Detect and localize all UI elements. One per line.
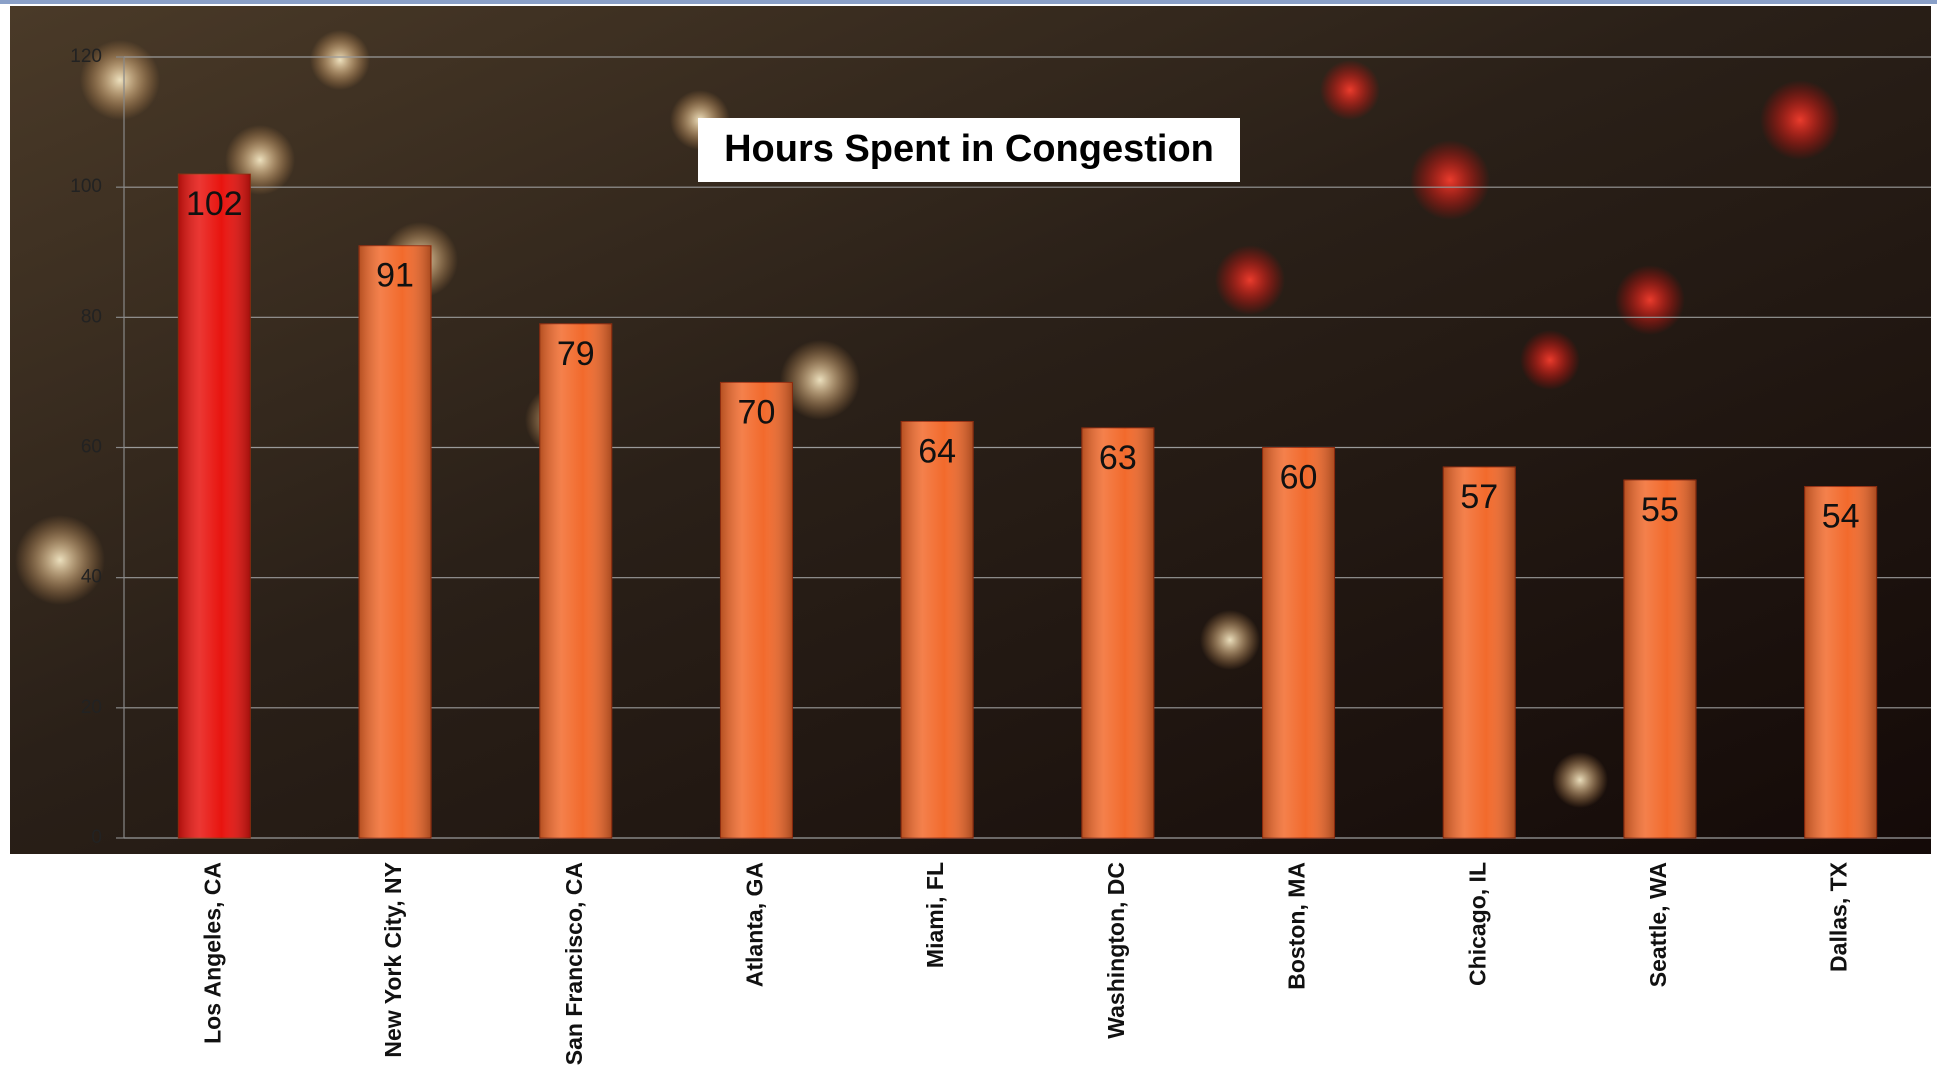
data-label: 102 [186, 185, 243, 223]
x-tick-label: San Francisco, CA [561, 862, 587, 1065]
data-label: 64 [918, 432, 956, 470]
y-tick-label: 60 [81, 437, 102, 458]
y-tick-label: 40 [81, 567, 102, 588]
y-tick-label: 0 [91, 827, 102, 848]
bar [358, 245, 432, 839]
x-tick-label: Washington, DC [1103, 862, 1129, 1039]
data-label: 54 [1822, 498, 1860, 536]
x-tick-label: Los Angeles, CA [199, 862, 225, 1044]
bar [1442, 466, 1516, 839]
bar [900, 420, 974, 839]
y-tick-label: 120 [70, 46, 102, 67]
x-tick-label: Dallas, TX [1826, 861, 1852, 972]
data-label: 55 [1641, 491, 1679, 529]
y-tick-label: 20 [81, 697, 102, 718]
bar [1081, 427, 1155, 839]
bar [1623, 479, 1697, 839]
bar [177, 173, 251, 839]
title-box [698, 118, 1240, 182]
data-label: 70 [738, 393, 776, 431]
y-tick-label: 80 [81, 306, 102, 327]
x-tick-label: Boston, MA [1284, 862, 1310, 990]
data-label: 57 [1460, 478, 1498, 516]
x-tick-label: Seattle, WA [1645, 862, 1671, 987]
top-border [0, 0, 1937, 4]
data-label: 60 [1280, 458, 1318, 496]
bar [539, 323, 613, 839]
x-tick-label: Chicago, IL [1464, 862, 1490, 986]
bar [719, 381, 793, 839]
x-tick-label: Atlanta, GA [742, 862, 768, 987]
y-tick-label: 100 [70, 176, 102, 197]
data-label: 91 [376, 257, 414, 295]
x-tick-label: Miami, FL [922, 862, 948, 968]
data-label: 63 [1099, 439, 1137, 477]
bar [1804, 486, 1878, 839]
chart-title: Hours Spent in Congestion [724, 128, 1214, 170]
data-label: 79 [557, 335, 595, 373]
x-tick-label: New York City, NY [380, 862, 406, 1058]
bar [1262, 447, 1336, 839]
